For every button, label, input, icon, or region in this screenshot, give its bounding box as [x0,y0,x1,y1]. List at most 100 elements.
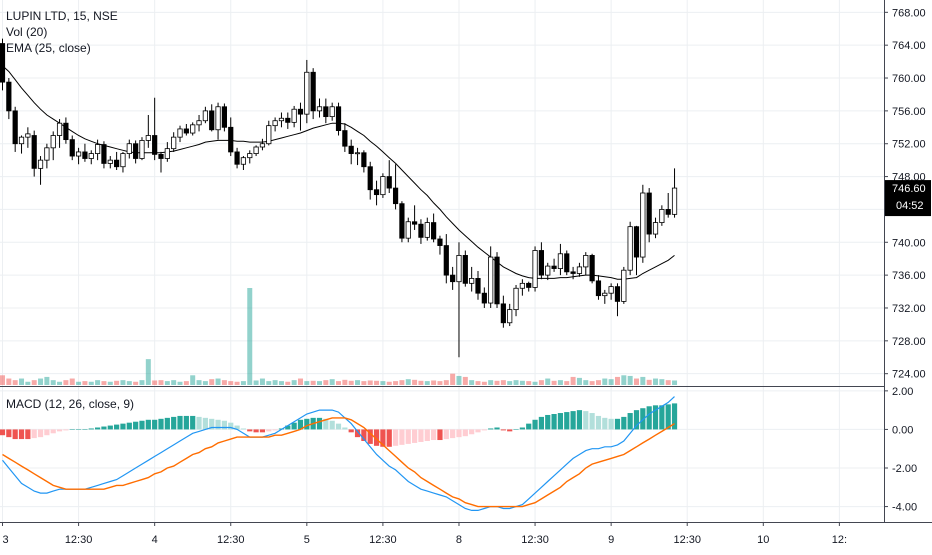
macd-histogram-bar [297,419,304,430]
volume-bar [164,381,170,385]
macd-histogram-bar [196,416,202,430]
symbol-title[interactable]: LUPIN LTD, 15, NSE [6,9,118,23]
macd-histogram-bar [75,429,82,430]
macd-line [2,396,675,511]
candle-body [37,159,44,169]
candle-body [564,253,570,273]
macd-histogram-bar [285,425,291,430]
volume-bar [310,380,316,385]
volume-bar [621,375,627,385]
candle [475,271,481,300]
volume-bar [152,380,158,385]
time-tick-label: 12:30 [65,534,93,546]
volume-bar [278,381,284,385]
candle-body [126,143,132,154]
candle-body [44,147,50,161]
volume-bar [50,380,56,385]
candle [671,168,678,218]
macd-histogram-bar [570,411,576,430]
candle-body [196,120,202,126]
candle-body [259,143,266,148]
candle [481,287,487,308]
volume-indicator-label[interactable]: Vol (20) [6,25,48,39]
candle-body [316,106,323,112]
candle-body [285,117,291,123]
candle-body [215,106,221,131]
candle-body [335,106,342,131]
macd-histogram-bar [602,417,608,430]
volume-bar [424,381,430,385]
macd-histogram-bar [608,418,614,430]
candle-body [240,157,247,165]
candle [31,130,37,177]
volume-bar [25,381,31,385]
macd-histogram-bar [469,429,475,435]
price-tick-label: 728.00 [892,336,926,348]
macd-histogram-bar [18,429,25,440]
candle-body [50,135,56,149]
volume-bar [361,381,367,385]
volume-bar [507,381,513,385]
candle-body [507,309,513,324]
macd-indicator-label[interactable]: MACD (12, 26, close, 9) [6,397,135,411]
candle [424,217,430,241]
macd-histogram-bar [63,429,69,431]
volume-bar [418,380,424,385]
macd-histogram-bar [354,429,361,438]
macd-histogram-bar [114,424,120,430]
candle-body [342,130,348,147]
last-price-label: 746.60 [892,183,926,195]
volume-bar [576,377,582,385]
candle [82,143,88,162]
candle [652,217,659,239]
volume-bar [63,380,69,385]
macd-histogram-bar [342,427,348,430]
macd-histogram-bar [95,427,101,430]
volume-bar [19,378,25,385]
candle-body [202,110,208,122]
candle-body [431,222,437,240]
volume-bar [665,380,671,385]
macd-histogram-bar [202,417,208,430]
candle [418,219,424,244]
candle [44,143,50,169]
volume-bar [126,381,132,385]
candle-body [450,274,456,283]
candle [361,150,367,173]
volume-bar [69,378,75,385]
candle-body [488,256,494,304]
macd-histogram-bar [190,415,196,430]
volume-bar [653,378,659,385]
ema-indicator-label[interactable]: EMA (25, close) [6,41,91,55]
candle [145,114,151,148]
candle [183,124,189,136]
candle [462,250,468,287]
candle-body [494,256,500,305]
candle [386,160,392,193]
candle-body [659,209,665,223]
countdown-label: 04:52 [896,200,924,212]
macd-tick-label: 0.00 [892,424,913,436]
macd-histogram-bar [171,416,177,430]
candle-body [133,143,139,159]
candle [576,262,583,277]
candle [354,147,361,166]
candle [519,279,525,296]
candle-body [88,153,94,159]
candle-body [532,250,538,288]
time-tick-label: 12:30 [673,534,701,546]
macd-histogram-bar [88,428,94,430]
macd-histogram-bar [25,429,31,440]
macd-histogram-bar [392,429,399,446]
candle [437,235,443,255]
candle [88,150,94,165]
volume-bar [494,380,500,385]
candle [25,127,31,148]
price-tick-label: 764.00 [892,40,926,52]
candle [75,147,82,165]
candle-body [75,151,82,157]
candle [411,205,418,230]
macd-histogram-bar [348,429,354,433]
